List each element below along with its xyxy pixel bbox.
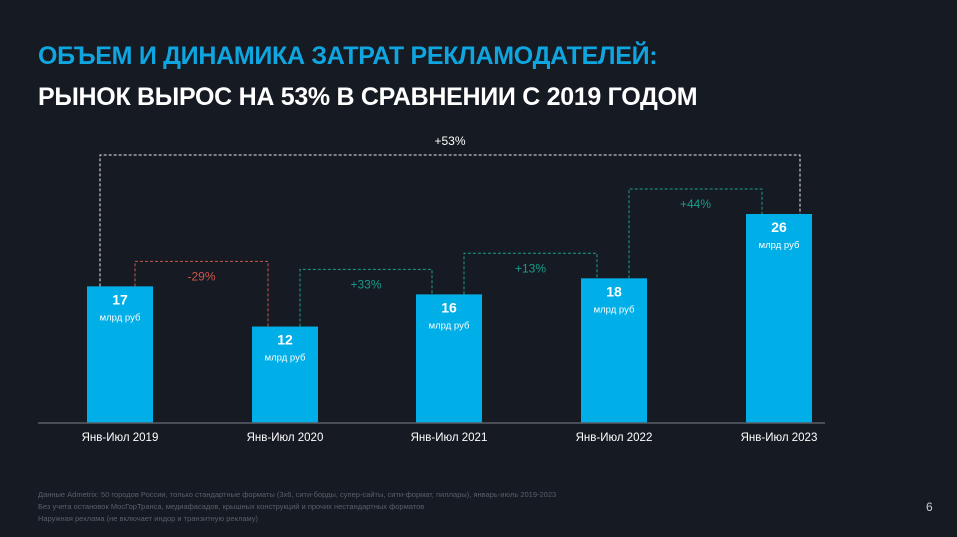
bar-value-label: 12 xyxy=(277,332,293,348)
footnote: Без учета остановок МосГорТранса, медиаф… xyxy=(38,502,425,511)
bar-unit-label: млрд руб xyxy=(429,320,470,331)
bar xyxy=(416,294,482,423)
change-label: +33% xyxy=(350,277,381,291)
change-label: +13% xyxy=(515,261,546,275)
x-tick-labels: Янв-Июл 2019 Янв-Июл 2020 Янв-Июл 2021 Янв-… xyxy=(82,432,818,444)
footnote: Наружная реклама (не включает индор и тр… xyxy=(38,514,258,523)
page-number: 6 xyxy=(926,500,933,514)
change-brackets: -29% +33% +13% +44% +53% xyxy=(99,134,801,327)
slide-subtitle: РЫНОК ВЫРОС НА 53% В СРАВНЕНИИ С 2019 ГО… xyxy=(38,83,698,111)
change-bracket xyxy=(299,268,433,327)
bar-value-label: 26 xyxy=(771,219,787,235)
bars: 17 млрд руб 12 млрд руб 16 млрд руб 18 млрд руб… xyxy=(87,214,812,423)
bar-value-label: 18 xyxy=(606,283,622,299)
change-bracket xyxy=(134,260,269,327)
bar-unit-label: млрд руб xyxy=(100,312,141,323)
slide-title: ОБЪЕМ И ДИНАМИКА ЗАТРАТ РЕКЛАМОДАТЕЛЕЙ: xyxy=(38,42,658,70)
change-bracket xyxy=(628,188,763,279)
bar-unit-label: млрд руб xyxy=(759,240,800,251)
bar xyxy=(87,286,153,423)
x-tick-label: Янв-Июл 2020 xyxy=(247,432,324,444)
footnotes: Данные Admetrix: 50 городов России, толь… xyxy=(38,489,556,525)
total-change-label: +53% xyxy=(434,134,465,148)
bar-value-label: 16 xyxy=(441,299,457,315)
x-tick-label: Янв-Июл 2019 xyxy=(82,432,159,444)
bar xyxy=(252,326,318,423)
bar-value-label: 17 xyxy=(112,291,128,307)
total-change-bracket xyxy=(99,154,801,287)
x-tick-label: Янв-Июл 2023 xyxy=(741,432,818,444)
footnote: Данные Admetrix: 50 городов России, толь… xyxy=(38,490,557,499)
bar-unit-label: млрд руб xyxy=(265,353,306,364)
x-tick-label: Янв-Июл 2022 xyxy=(576,432,653,444)
change-label: -29% xyxy=(187,269,215,283)
change-label: +44% xyxy=(680,197,711,211)
bar-unit-label: млрд руб xyxy=(594,304,635,315)
bar xyxy=(581,278,647,423)
bar xyxy=(746,214,812,423)
change-bracket xyxy=(463,252,598,295)
x-tick-label: Янв-Июл 2021 xyxy=(411,432,488,444)
